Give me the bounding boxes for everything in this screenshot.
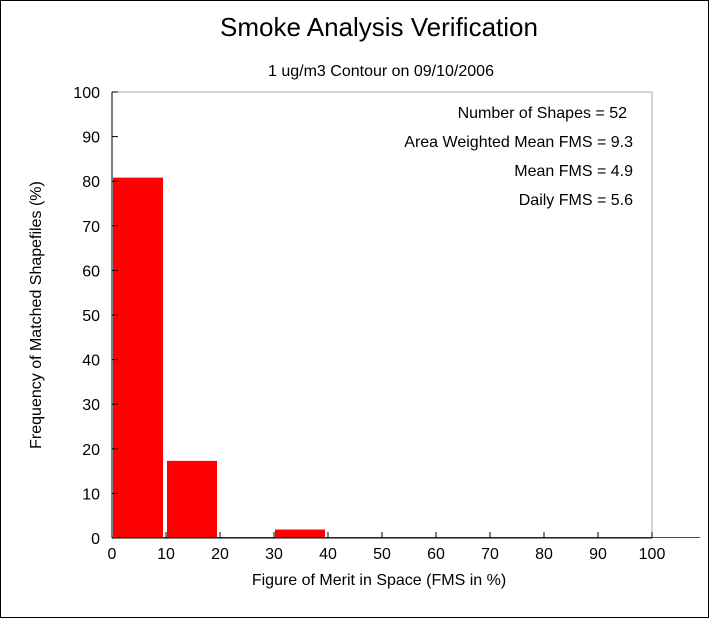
annotation-daily-fms: Daily FMS = 5.6 bbox=[519, 192, 633, 209]
y-tick-label-80: 80 bbox=[82, 174, 100, 191]
y-axis-ticks: 0 10 20 30 40 50 60 70 80 90 100 bbox=[73, 85, 118, 548]
x-tick-label-100: 100 bbox=[639, 546, 666, 563]
annotation-mean-fms: Mean FMS = 4.9 bbox=[514, 163, 633, 180]
x-tick-label-70: 70 bbox=[481, 546, 499, 563]
x-tick-label-20: 20 bbox=[211, 546, 229, 563]
y-tick-label-40: 40 bbox=[82, 353, 100, 370]
x-tick-label-90: 90 bbox=[589, 546, 607, 563]
chart-title: Smoke Analysis Verification bbox=[220, 12, 538, 42]
y-tick-label-90: 90 bbox=[82, 130, 100, 147]
bar-10-20 bbox=[167, 460, 217, 538]
y-tick-label-10: 10 bbox=[82, 486, 100, 503]
annotation-number-of-shapes: Number of Shapes = 52 bbox=[458, 105, 628, 122]
y-tick-label-30: 30 bbox=[82, 397, 100, 414]
chart-subtitle: 1 ug/m3 Contour on 09/10/2006 bbox=[268, 63, 494, 80]
y-tick-label-100: 100 bbox=[73, 85, 100, 102]
x-tick-label-50: 50 bbox=[373, 546, 391, 563]
x-tick-label-0: 0 bbox=[108, 546, 117, 563]
y-axis-label: Frequency of Matched Shapefiles (%) bbox=[28, 181, 45, 449]
x-tick-label-40: 40 bbox=[319, 546, 337, 563]
bar-0-10 bbox=[113, 177, 163, 538]
annotation-area-weighted-mean-fms: Area Weighted Mean FMS = 9.3 bbox=[404, 134, 633, 151]
x-axis-label: Figure of Merit in Space (FMS in %) bbox=[252, 572, 506, 589]
x-tick-label-10: 10 bbox=[157, 546, 175, 563]
bar-30-40 bbox=[275, 529, 325, 538]
y-tick-label-60: 60 bbox=[82, 263, 100, 280]
x-tick-label-30: 30 bbox=[265, 546, 283, 563]
x-axis-ticks: 0 10 20 30 40 50 60 70 80 90 100 bbox=[108, 532, 666, 563]
y-tick-label-0: 0 bbox=[91, 531, 100, 548]
y-tick-label-50: 50 bbox=[82, 308, 100, 325]
y-tick-label-70: 70 bbox=[82, 219, 100, 236]
x-tick-label-80: 80 bbox=[535, 546, 553, 563]
y-tick-label-20: 20 bbox=[82, 442, 100, 459]
x-tick-label-60: 60 bbox=[427, 546, 445, 563]
